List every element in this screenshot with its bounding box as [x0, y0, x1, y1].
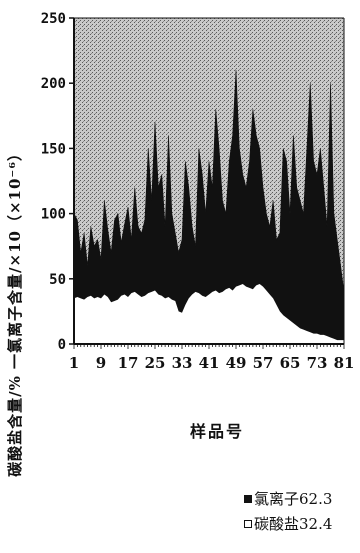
x-tick-label: 65	[280, 354, 301, 372]
series-area-carbonate	[74, 284, 344, 344]
x-tick-label: 25	[145, 354, 166, 372]
legend-swatch-chloride	[244, 495, 252, 503]
y-tick-label: 250	[41, 11, 66, 27]
x-tick-label: 73	[307, 354, 328, 372]
y-tick-label: 0	[58, 337, 66, 353]
x-tick-label: 41	[199, 354, 220, 372]
x-tick-label: 9	[96, 354, 106, 372]
x-tick-label: 81	[334, 354, 355, 372]
y-tick-label: 150	[41, 141, 66, 157]
y-tick-label: 50	[49, 272, 66, 288]
legend-label-carbonate: 碳酸盐32.4	[254, 515, 333, 533]
x-tick-label: 57	[253, 354, 274, 372]
legend-swatch-carbonate	[244, 520, 252, 528]
legend-item-chloride: 氯离子62.3	[244, 488, 332, 509]
x-tick-label: 17	[118, 354, 139, 372]
y-tick-label: 100	[41, 207, 66, 223]
series-area-chloride	[73, 70, 345, 345]
x-axis-label: 样品号	[190, 422, 245, 441]
x-tick-label: 49	[226, 354, 247, 372]
x-tick-label: 33	[172, 354, 193, 372]
legend-label-chloride: 氯离子62.3	[254, 490, 333, 508]
x-tick-label: 1	[69, 354, 79, 372]
y-tick-label: 200	[41, 76, 66, 92]
y-axis-label: 碳酸盐含量/% 一氯离子含量/×10（×10⁻⁶）	[6, 145, 24, 477]
legend-item-carbonate: 碳酸盐32.4	[244, 513, 332, 534]
